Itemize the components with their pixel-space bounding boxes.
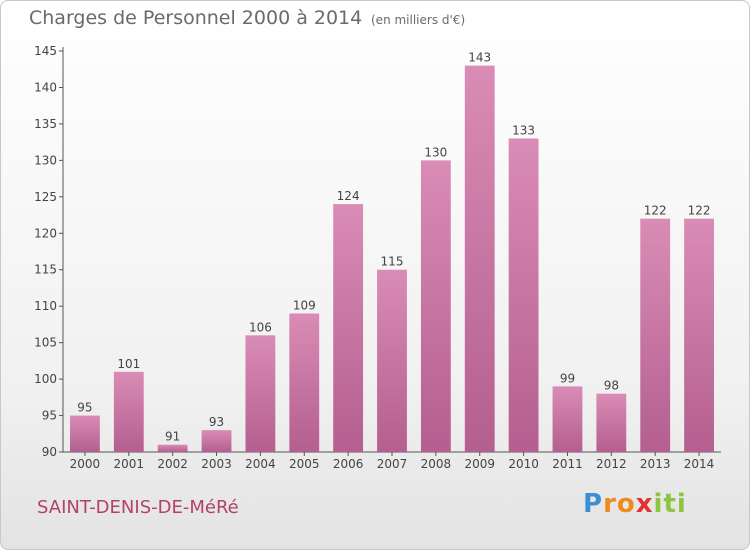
x-tick-label: 2004	[245, 457, 276, 471]
logo-letter: i	[653, 489, 664, 519]
x-tick-label: 2003	[201, 457, 232, 471]
y-tick-label: 115	[34, 263, 57, 277]
x-tick-label: 2013	[640, 457, 671, 471]
y-tick-label: 105	[34, 336, 57, 350]
data-label-2001: 101	[117, 357, 140, 371]
x-tick-label: 2007	[377, 457, 408, 471]
data-label-2000: 95	[77, 401, 92, 415]
bar-2002	[157, 444, 188, 452]
data-label-2013: 122	[644, 204, 667, 218]
logo-letter: o	[616, 489, 636, 519]
x-tick-label: 2009	[464, 457, 495, 471]
data-label-2011: 99	[560, 371, 575, 385]
x-tick-label: 2008	[421, 457, 452, 471]
bar-2004	[245, 335, 276, 452]
data-label-2002: 91	[165, 430, 180, 444]
x-tick-label: 2006	[333, 457, 364, 471]
x-tick-label: 2014	[684, 457, 715, 471]
bar-2010	[508, 138, 539, 452]
y-tick-label: 145	[34, 44, 57, 58]
data-label-2014: 122	[688, 204, 711, 218]
data-label-2012: 98	[604, 379, 619, 393]
data-label-2006: 124	[337, 189, 360, 203]
x-tick-label: 2010	[508, 457, 539, 471]
data-label-2007: 115	[381, 255, 404, 269]
y-tick-label: 90	[42, 445, 57, 459]
bar-2011	[552, 386, 583, 452]
logo-letter: t	[663, 489, 677, 519]
data-labels: 95 101 91 93 106 109 124 115 130 143 133 99 98 122 122	[77, 51, 710, 444]
logo-letter: r	[603, 489, 617, 519]
bar-2005	[289, 313, 320, 452]
bar-2008	[420, 160, 451, 452]
bar-2013	[640, 218, 671, 452]
data-label-2004: 106	[249, 320, 272, 334]
bar-2014	[684, 218, 714, 452]
data-label-2010: 133	[512, 123, 535, 137]
y-tick-label: 135	[34, 117, 57, 131]
data-label-2008: 130	[424, 145, 447, 159]
y-tick-label: 125	[34, 190, 57, 204]
logo-letter: P	[583, 489, 604, 519]
x-tick-label: 2005	[289, 457, 320, 471]
x-tick-label: 2002	[157, 457, 188, 471]
y-tick-label: 120	[34, 226, 57, 240]
bar-2006	[333, 204, 364, 452]
bar-chart: 90 95 100 105 110 115 120 125 130 135 140 145 2000 20…	[34, 44, 721, 471]
data-label-2005: 109	[293, 298, 316, 312]
x-tick-label: 2000	[70, 457, 101, 471]
bar-2000	[70, 415, 100, 452]
proxiti-logo: Proxiti	[583, 489, 687, 519]
y-tick-label: 140	[34, 80, 57, 94]
data-label-2009: 143	[468, 51, 491, 65]
bar-2012	[596, 393, 627, 452]
x-tick-label: 2011	[552, 457, 583, 471]
x-tick-label: 2012	[596, 457, 627, 471]
data-label-2003: 93	[209, 415, 224, 429]
y-tick-label: 95	[42, 409, 57, 423]
logo-letter: x	[635, 489, 654, 519]
y-tick-label: 100	[34, 372, 57, 386]
y-tick-label: 110	[34, 299, 57, 313]
place-name: SAINT-DENIS-DE-MéRé	[37, 497, 239, 518]
chart-title: Charges de Personnel 2000 à 2014	[29, 7, 363, 29]
bar-2001	[113, 371, 144, 452]
y-tick-label: 130	[34, 153, 57, 167]
bar-2007	[377, 269, 407, 452]
bar-2003	[201, 430, 232, 452]
chart-unit-note: (en milliers d'€)	[371, 13, 466, 27]
x-tick-label: 2001	[114, 457, 145, 471]
bar-2009	[464, 65, 495, 452]
logo-letter: i	[676, 489, 687, 519]
bars	[70, 65, 714, 452]
